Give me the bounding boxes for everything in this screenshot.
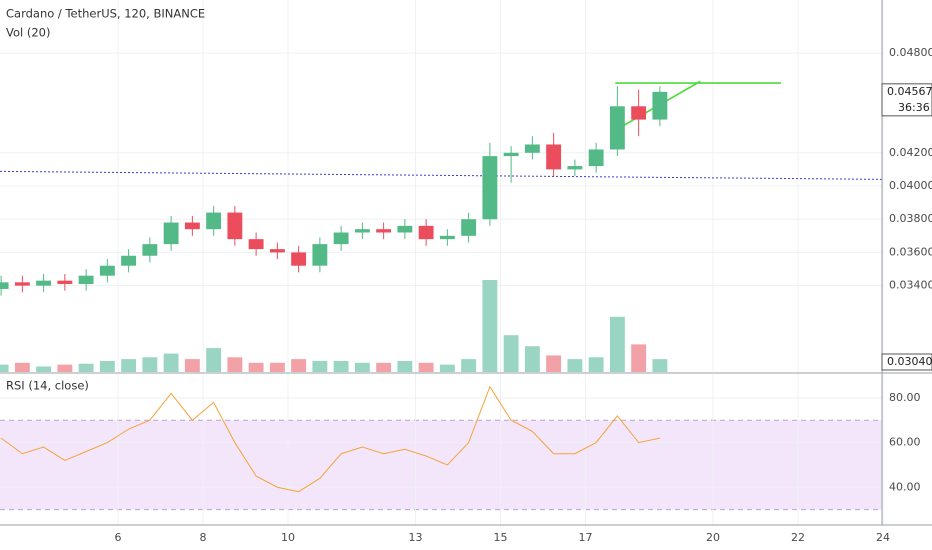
x-tick-label: 8 — [199, 531, 206, 544]
candle-body — [163, 222, 179, 245]
candle-body — [461, 219, 477, 236]
volume-bar — [291, 359, 307, 372]
y-tick-label: 0.04800 — [889, 46, 932, 59]
candle-body — [121, 255, 137, 266]
candle-body — [248, 239, 264, 250]
countdown: 36:36 — [898, 101, 930, 114]
volume-bar — [567, 359, 583, 372]
volume-bar — [227, 357, 243, 372]
volume-bar — [546, 355, 562, 372]
price-label-box — [881, 83, 932, 117]
x-tick-label: 22 — [791, 531, 805, 544]
volume-bar — [248, 362, 264, 372]
volume-bar — [524, 346, 540, 372]
candle-body — [78, 275, 94, 284]
candle-body — [206, 212, 222, 230]
price-label: 0.04567 — [887, 85, 932, 98]
candle-body — [397, 225, 413, 233]
volume-bar — [503, 335, 519, 372]
x-tick-label: 13 — [408, 531, 422, 544]
volume-bar — [99, 360, 115, 372]
candle-body — [354, 229, 370, 233]
candle-body — [439, 235, 455, 240]
candle-body — [652, 91, 668, 120]
candle-body — [333, 232, 349, 245]
x-tick-label: 17 — [579, 531, 593, 544]
candle-body — [184, 222, 200, 230]
y-tick-label: 0.04000 — [889, 179, 932, 192]
candle-body — [418, 225, 434, 240]
candle-body — [291, 252, 307, 266]
volume-bar — [184, 359, 200, 372]
candle-body — [631, 106, 647, 120]
volume-bar — [333, 360, 349, 372]
y-tick-label: 0.03600 — [889, 245, 932, 258]
y-tick-label: 0.04200 — [889, 146, 932, 159]
rsi-band — [0, 420, 882, 510]
y-tick-label: 80.00 — [889, 391, 921, 404]
volume-bar — [142, 357, 158, 372]
candle-body — [0, 282, 9, 289]
candle-body — [312, 244, 328, 266]
volume-bar — [652, 359, 668, 372]
candle-body — [503, 152, 519, 157]
rsi-line — [0, 385, 660, 493]
volume-bar — [354, 362, 370, 372]
volume-bar — [121, 359, 137, 372]
y-tick-label: 40.00 — [889, 480, 921, 493]
volume-bar — [14, 362, 30, 372]
volume-bar — [206, 348, 222, 372]
candle-body — [588, 149, 604, 167]
x-tick-label: 20 — [706, 531, 720, 544]
candle-body — [99, 265, 115, 276]
candle-body — [36, 280, 52, 286]
volume-label-box — [881, 353, 932, 371]
volume-bar — [376, 362, 392, 372]
y-tick-label: 60.00 — [889, 436, 921, 449]
volume-bar — [461, 359, 477, 372]
volume-bar — [312, 360, 328, 372]
volume-bar — [57, 364, 73, 372]
candle-body — [227, 212, 243, 240]
volume-bar — [36, 366, 52, 372]
volume-bar — [482, 280, 498, 372]
volume-bar — [609, 316, 625, 372]
candle-body — [376, 229, 392, 233]
chart-title: Cardano / TetherUS, 120, BINANCE — [6, 7, 205, 21]
candle-body — [609, 106, 625, 150]
x-tick-label: 6 — [114, 531, 121, 544]
volume-legend: Vol (20) — [6, 26, 50, 40]
candle-body — [546, 144, 562, 170]
y-tick-label: 0.03400 — [889, 279, 932, 292]
candle-body — [142, 244, 158, 256]
trend-line — [0, 170, 883, 180]
volume-bar — [631, 344, 647, 372]
volume-bar — [0, 364, 9, 372]
x-tick-label: 15 — [494, 531, 508, 544]
candle-body — [14, 282, 30, 286]
volume-bar — [269, 362, 285, 372]
volume-bar — [418, 362, 434, 372]
candle-body — [524, 144, 540, 153]
x-tick-label: 10 — [281, 531, 295, 544]
volume-bar — [397, 360, 413, 372]
candle-body — [269, 249, 285, 253]
candle-body — [57, 280, 73, 284]
candle-body — [482, 156, 498, 220]
y-tick-label: 0.03800 — [889, 212, 932, 225]
volume-bar — [78, 363, 94, 372]
volume-last-label: 0.03040 — [887, 355, 932, 368]
volume-bar — [439, 364, 455, 372]
candle-body — [567, 166, 583, 170]
volume-bar — [163, 353, 179, 372]
volume-bar — [588, 357, 604, 372]
x-tick-label: 24 — [876, 531, 890, 544]
rsi-legend: RSI (14, close) — [6, 379, 89, 393]
